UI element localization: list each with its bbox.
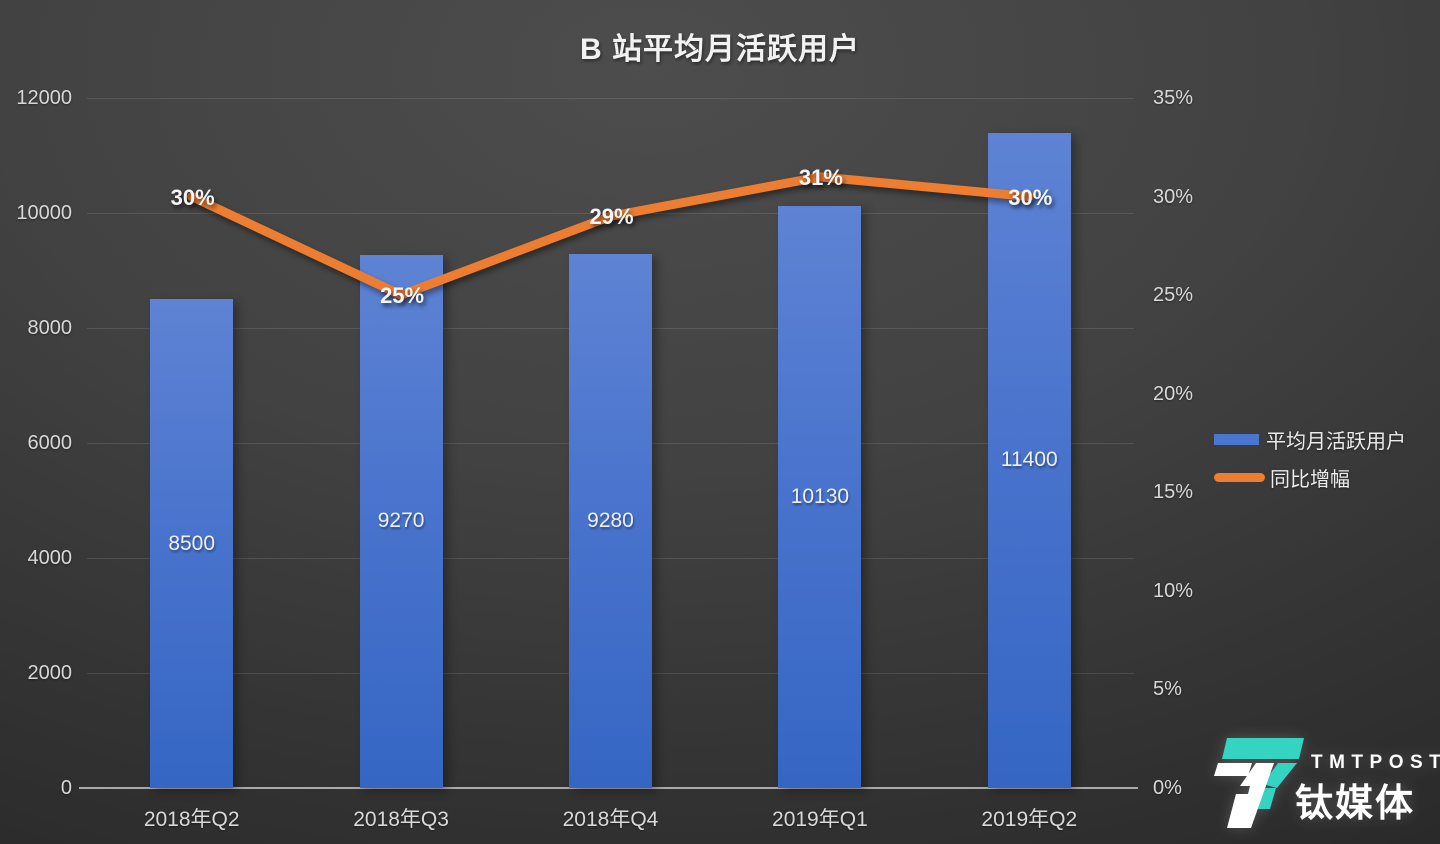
brand-name-cn: 钛媒体 — [1295, 783, 1416, 825]
bar-2019年Q2 — [987, 132, 1071, 788]
bar-value-label: 11400 — [1000, 448, 1058, 472]
right-axis-tick: 25% — [1153, 284, 1194, 307]
bar-value-label: 8500 — [168, 531, 216, 555]
right-axis-tick: 10% — [1153, 579, 1194, 602]
x-axis-line — [79, 787, 1138, 789]
line-value-label: 30% — [170, 184, 215, 210]
legend-item: 平均月活跃用户 — [1214, 428, 1406, 453]
legend-item-label: 平均月活跃用户 — [1266, 430, 1406, 453]
x-axis-label-2018年Q2: 2018年Q2 — [143, 808, 240, 831]
right-axis-tick: 20% — [1153, 382, 1194, 405]
bar-2018年Q2 — [150, 299, 234, 788]
left-axis-tick: 8000 — [27, 317, 73, 339]
line-value-label: 31% — [798, 164, 843, 190]
x-axis-label-2018年Q3: 2018年Q3 — [353, 808, 449, 831]
legend-item-label: 同比增幅 — [1270, 468, 1350, 491]
left-axis-tick: 0 — [60, 777, 72, 799]
left-axis-tick: 10000 — [16, 202, 72, 224]
bar-2018年Q4 — [569, 254, 652, 788]
legend: 平均月活跃用户同比增幅 — [1214, 428, 1406, 504]
legend-line-swatch — [1214, 472, 1265, 482]
x-axis-label-2019年Q1: 2019年Q1 — [772, 808, 868, 831]
line-value-label: 25% — [380, 283, 425, 309]
line-value-label: 30% — [1008, 184, 1053, 210]
line-value-label: 29% — [589, 204, 634, 230]
right-axis-tick: 5% — [1153, 678, 1182, 701]
bar-value-label: 10130 — [790, 484, 850, 508]
growth-line — [187, 172, 1034, 300]
bar-value-label: 9270 — [377, 509, 425, 533]
x-axis-label-2019年Q2: 2019年Q2 — [981, 808, 1078, 831]
brand-name-en: TMTPOST — [1311, 752, 1440, 773]
tmtpost-logo-icon — [1214, 738, 1304, 828]
bar-2018年Q3 — [359, 254, 443, 788]
gridline — [87, 98, 1134, 99]
bar-2019年Q1 — [778, 205, 862, 788]
legend-bar-swatch — [1214, 433, 1259, 445]
right-axis-tick: 35% — [1153, 87, 1194, 109]
right-axis-tick: 30% — [1153, 185, 1194, 208]
legend-item: 同比增幅 — [1214, 466, 1406, 491]
x-axis-label-2018年Q4: 2018年Q4 — [562, 808, 659, 831]
right-axis-tick: 0% — [1153, 777, 1182, 799]
left-axis-tick: 6000 — [27, 432, 73, 454]
bar-value-label: 9280 — [587, 509, 634, 533]
left-axis-tick: 2000 — [27, 662, 73, 684]
left-axis-tick: 4000 — [27, 547, 73, 569]
chart-title: B 站平均月活跃用户 — [580, 33, 860, 66]
tmtpost-watermark: TMTPOST 钛媒体 — [1214, 730, 1440, 830]
right-axis-tick: 15% — [1153, 481, 1194, 504]
left-axis-tick: 12000 — [16, 87, 72, 109]
